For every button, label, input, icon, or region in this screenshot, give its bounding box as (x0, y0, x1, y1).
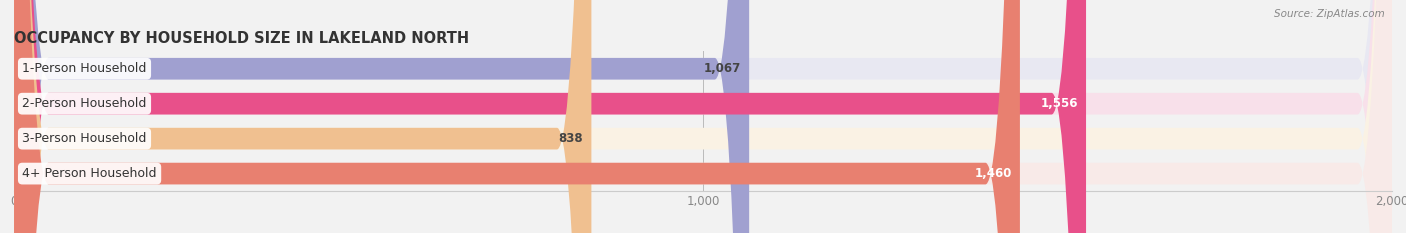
Text: 2-Person Household: 2-Person Household (22, 97, 146, 110)
Text: 1,067: 1,067 (703, 62, 741, 75)
Text: 1-Person Household: 1-Person Household (22, 62, 146, 75)
Text: 3-Person Household: 3-Person Household (22, 132, 146, 145)
Text: 1,460: 1,460 (974, 167, 1012, 180)
FancyBboxPatch shape (14, 0, 1019, 233)
FancyBboxPatch shape (14, 0, 592, 233)
Text: 838: 838 (558, 132, 583, 145)
FancyBboxPatch shape (14, 0, 749, 233)
Text: 1,556: 1,556 (1040, 97, 1078, 110)
FancyBboxPatch shape (14, 0, 1392, 233)
Text: OCCUPANCY BY HOUSEHOLD SIZE IN LAKELAND NORTH: OCCUPANCY BY HOUSEHOLD SIZE IN LAKELAND … (14, 31, 470, 46)
Text: Source: ZipAtlas.com: Source: ZipAtlas.com (1274, 9, 1385, 19)
FancyBboxPatch shape (14, 0, 1392, 233)
FancyBboxPatch shape (14, 0, 1392, 233)
Text: 4+ Person Household: 4+ Person Household (22, 167, 157, 180)
FancyBboxPatch shape (14, 0, 1085, 233)
FancyBboxPatch shape (14, 0, 1392, 233)
